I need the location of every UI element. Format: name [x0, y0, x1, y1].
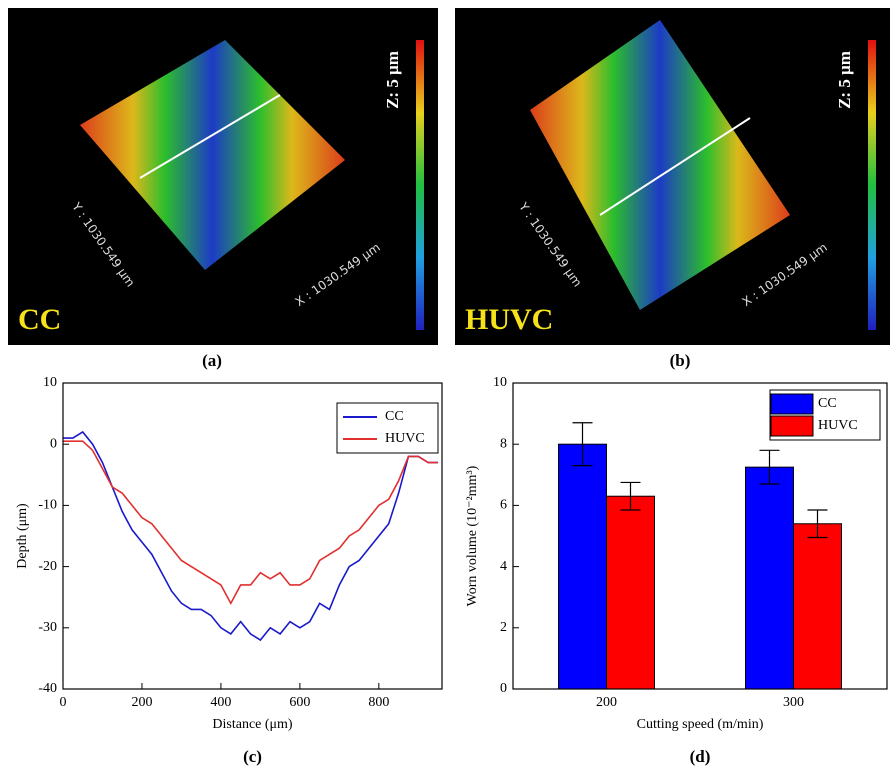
x-axis-title: Cutting speed (m/min) — [637, 717, 764, 732]
x-tick-label: 200 — [596, 695, 617, 710]
x-tick-label: 400 — [210, 695, 231, 710]
bar — [793, 523, 842, 690]
x-tick-label: 800 — [368, 695, 389, 710]
y-tick-label: 2 — [500, 620, 507, 635]
y-axis-title: Depth (μm) — [15, 503, 30, 569]
legend-box — [336, 402, 439, 454]
y-tick-label: 4 — [500, 559, 507, 574]
bar — [558, 443, 607, 690]
y-tick-label: -20 — [38, 559, 57, 574]
y-axis-title: Worn volume (10⁻²mm³) — [465, 465, 480, 606]
x-tick-label: 0 — [60, 695, 67, 710]
panel-label: (d) — [690, 747, 711, 766]
x-tick-label: 200 — [131, 695, 152, 710]
error-bar — [759, 449, 780, 485]
x-tick-label: 300 — [783, 695, 804, 710]
error-bar — [620, 481, 641, 511]
y-tick-label: -40 — [38, 681, 57, 696]
y-tick-label: 0 — [50, 436, 57, 451]
y-tick-label: -10 — [38, 498, 57, 513]
y-tick-label: 8 — [500, 436, 507, 451]
legend-label: CC — [818, 396, 837, 411]
panel-label: (c) — [243, 747, 262, 766]
legend-swatch — [770, 415, 814, 437]
legend-label: HUVC — [818, 418, 858, 433]
bar — [745, 466, 794, 690]
y-tick-label: 10 — [493, 375, 507, 390]
error-bar — [572, 422, 593, 467]
panel-label: (b) — [670, 351, 691, 370]
y-tick-label: 6 — [500, 498, 507, 513]
image-caption: HUVC — [465, 303, 553, 336]
legend-label: CC — [385, 409, 404, 424]
data-line — [63, 430, 439, 642]
plot-frame — [62, 382, 443, 690]
error-bar — [807, 509, 828, 539]
y-tick-label: 10 — [43, 375, 57, 390]
y-tick-label: -30 — [38, 620, 57, 635]
legend-swatch — [770, 393, 814, 415]
data-line — [63, 440, 439, 606]
plot-frame — [512, 382, 888, 690]
y-tick-label: 0 — [500, 681, 507, 696]
x-tick-label: 600 — [289, 695, 310, 710]
z-scale: Z: 5 μm — [835, 51, 854, 109]
z-scale: Z: 5 μm — [383, 51, 402, 109]
image-caption: CC — [18, 303, 61, 336]
legend-label: HUVC — [385, 431, 425, 446]
panel-label: (a) — [202, 351, 222, 370]
bar — [606, 495, 655, 690]
x-axis-title: Distance (μm) — [212, 717, 293, 732]
surface-image: CCZ: 5 μmX : 1030.549 μmY : 1030.549 μm — [8, 8, 438, 345]
